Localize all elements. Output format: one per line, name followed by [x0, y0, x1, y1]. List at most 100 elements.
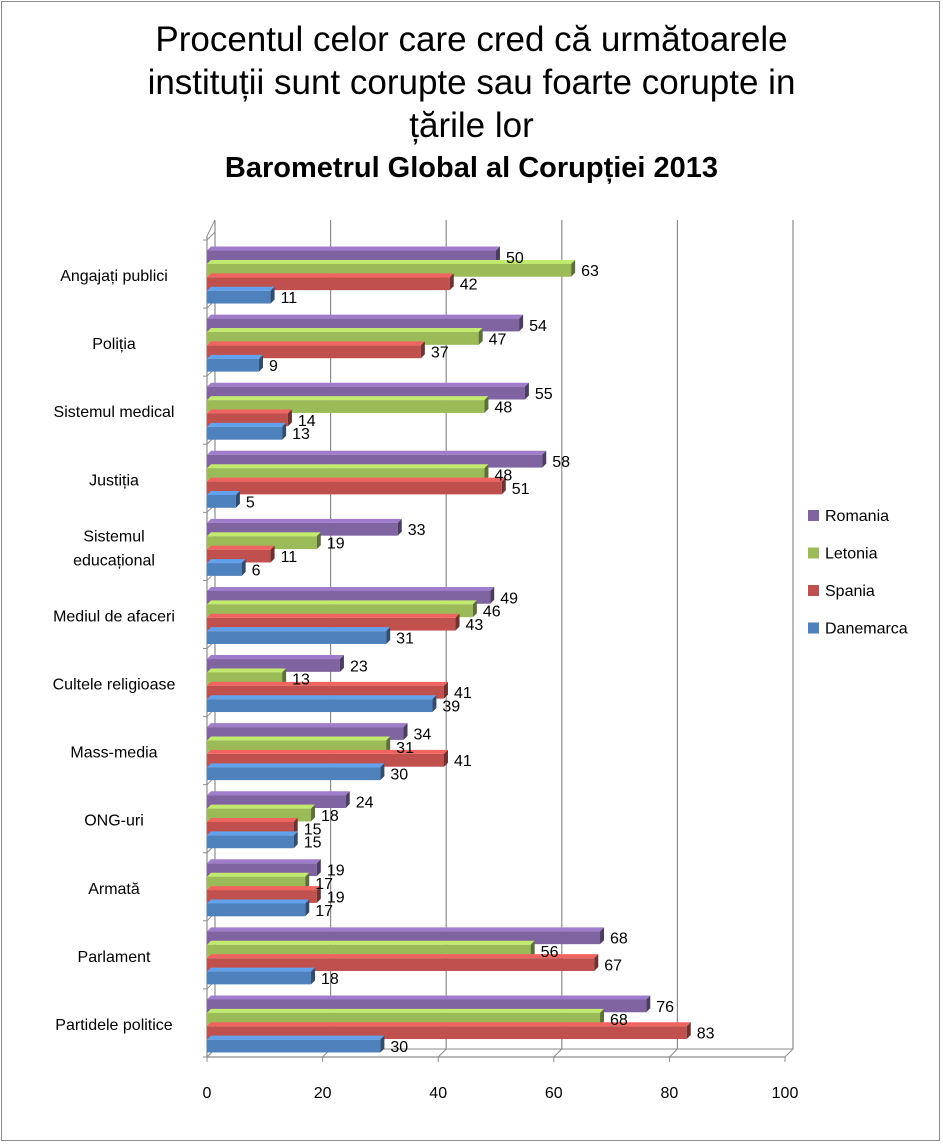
bar-top-danemarca: [207, 559, 246, 564]
bar-end-spania: [443, 681, 448, 699]
category-label: ONG-uri: [84, 813, 144, 830]
category-label-line: Cultele religioase: [53, 677, 176, 694]
bar-top-letonia: [207, 464, 489, 469]
bar-top-letonia: [207, 804, 316, 809]
data-label-letonia: 18: [321, 808, 339, 825]
category-label: Mediul de afaceri: [53, 608, 175, 625]
data-label-letonia: 48: [494, 399, 512, 416]
bar-end-letonia: [478, 328, 483, 345]
bar-end-spania: [501, 477, 506, 495]
bar-top-romania: [207, 995, 651, 1000]
bar-end-danemarca: [241, 559, 246, 576]
bar-end-letonia: [571, 259, 576, 277]
legend: Romania Letonia Spania Danemarca: [808, 508, 908, 638]
bar-end-spania: [449, 273, 454, 291]
legend-swatch-danemarca: [808, 622, 819, 634]
category-label: Angajați publici: [60, 268, 168, 285]
data-label-romania: 68: [610, 931, 628, 948]
data-label-spania: 15: [304, 821, 322, 838]
bar-top-danemarca: [207, 967, 316, 972]
bar-top-letonia: [207, 940, 535, 945]
data-label-danemarca: 17: [315, 903, 333, 920]
category-label: Armată: [88, 881, 140, 898]
bar-end-danemarca: [311, 967, 316, 985]
data-label-spania: 83: [697, 1026, 715, 1043]
category-label-line: Angajați publici: [60, 268, 168, 285]
category-separator: [206, 231, 216, 241]
bar-top-letonia: [207, 872, 310, 877]
category-label: Partidele politice: [55, 1017, 173, 1034]
data-label-letonia: 19: [327, 536, 345, 553]
data-label-letonia: 68: [610, 1012, 628, 1029]
bar-top-spania: [207, 749, 448, 754]
data-label-danemarca: 31: [396, 630, 414, 647]
data-label-romania: 76: [656, 999, 674, 1016]
category-label: Justiția: [89, 472, 139, 489]
data-label-romania: 33: [408, 522, 426, 539]
data-label-danemarca: 30: [390, 767, 408, 784]
bar-end-danemarca: [386, 627, 391, 644]
data-label-spania: 19: [327, 889, 345, 906]
data-label-letonia: 56: [541, 944, 559, 961]
bar-top-romania: [207, 655, 344, 660]
bar-end-spania: [293, 818, 298, 835]
bar-top-danemarca: [207, 831, 298, 836]
bar-end-spania: [420, 341, 425, 359]
data-label-spania: 51: [512, 481, 530, 498]
bar-end-danemarca: [270, 286, 275, 304]
bar-end-romania: [524, 382, 529, 400]
bar-end-romania: [339, 655, 344, 672]
bar-top-spania: [207, 681, 448, 686]
data-label-spania: 42: [460, 277, 478, 294]
x-tick-label: 0: [203, 1085, 212, 1102]
data-label-spania: 67: [604, 957, 622, 974]
data-label-danemarca: 6: [252, 562, 261, 579]
bar-end-danemarca: [293, 831, 298, 849]
bar-top-romania: [207, 518, 402, 523]
bar-end-danemarca: [305, 899, 310, 917]
data-label-danemarca: 5: [246, 494, 255, 511]
data-label-romania: 49: [500, 590, 518, 607]
category-label-line: Mass-media: [70, 745, 157, 762]
category-label: Sistemul educațional: [73, 528, 155, 569]
bar-top-romania: [207, 314, 524, 319]
bar-end-romania: [316, 859, 321, 877]
chart-title: Procentul celor care cred că următoarele…: [147, 20, 796, 145]
category-label-line: Armată: [88, 881, 140, 898]
bar-end-romania: [345, 791, 350, 809]
bar-end-letonia: [484, 464, 489, 481]
data-label-letonia: 46: [483, 604, 501, 621]
data-labels: 5063421154473795548141358485153319116494…: [246, 250, 715, 1056]
data-label-letonia: 48: [494, 467, 512, 484]
bar-top-spania: [207, 818, 298, 823]
bar-danemarca: [207, 767, 381, 781]
bar-top-danemarca: [207, 627, 391, 632]
floor-gridline: [784, 1048, 794, 1058]
bar-end-spania: [594, 954, 599, 971]
data-label-letonia: 63: [581, 263, 599, 280]
bar-danemarca: [207, 835, 294, 849]
data-label-romania: 54: [529, 318, 547, 335]
bar-end-romania: [600, 927, 605, 945]
bar-top-romania: [207, 791, 350, 796]
bar-danemarca: [207, 1039, 381, 1053]
bar-top-romania: [207, 927, 605, 932]
bar-end-letonia: [472, 600, 477, 618]
bars: [207, 246, 691, 1053]
bar-spania: [207, 481, 502, 495]
category-label-line: Partidele politice: [55, 1017, 173, 1034]
data-label-letonia: 13: [292, 672, 310, 689]
bar-end-letonia: [600, 1008, 605, 1026]
bar-end-letonia: [484, 396, 489, 413]
data-label-spania: 11: [281, 549, 298, 566]
bar-top-spania: [207, 613, 460, 618]
x-tick-labels: 0 20 40 60 80 100: [203, 1085, 799, 1102]
bar-top-spania: [207, 273, 454, 278]
bar-top-spania: [207, 545, 275, 550]
legend-swatch-spania: [808, 585, 819, 596]
bar-end-danemarca: [259, 354, 264, 372]
bar-top-romania: [207, 450, 547, 455]
bar-end-letonia: [386, 736, 391, 754]
data-label-danemarca: 18: [321, 971, 339, 988]
floor-gridline: [553, 1048, 563, 1058]
